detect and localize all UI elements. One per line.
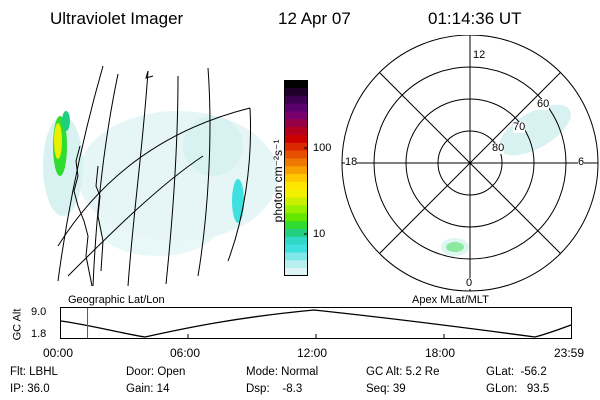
instrument-title: Ultraviolet Imager (50, 9, 184, 28)
colorbar-band (284, 174, 308, 183)
colorbar-band (284, 103, 308, 112)
orbit-altitude-plot (60, 307, 572, 339)
mlt-label-0: 0 (466, 277, 473, 289)
lat-label-60: 60 (537, 98, 550, 110)
geographic-panel-label: Geographic Lat/Lon (68, 294, 165, 306)
lat-label-70: 70 (513, 121, 526, 133)
geographic-image-panel (43, 65, 278, 286)
colorbar-band (284, 119, 308, 128)
colorbar-band (284, 228, 308, 238)
auroral-emission (43, 111, 278, 256)
colorbar-band (284, 134, 308, 144)
colorbar-band (284, 205, 308, 214)
orbit-ytick-low: 1.8 (31, 328, 47, 340)
colorbar-band (284, 252, 308, 261)
date-label: 12 Apr 07 (278, 9, 351, 28)
coastline (73, 70, 154, 286)
colorbar-band (284, 166, 308, 175)
colorbar-band (284, 181, 308, 191)
orbit-xtick-1800: 18:00 (425, 346, 456, 360)
colorbar-band (284, 236, 308, 246)
time-label: 01:14:36 UT (428, 9, 522, 28)
info-ip: IP: 36.0 (10, 383, 50, 395)
map-grid-lines (57, 65, 251, 286)
info-glat: GLat: -56.2 (486, 366, 547, 378)
mlt-label-12: 12 (473, 49, 486, 61)
colorbar-band (284, 213, 308, 222)
info-gain: Gain: 14 (126, 383, 170, 395)
orbit-xtick-1200: 12:00 (297, 346, 328, 360)
info-glon: GLon: 93.5 (486, 383, 550, 395)
info-gc-alt: GC Alt: 5.2 Re (366, 366, 440, 378)
info-flt: Flt: LBHL (10, 366, 58, 378)
lat-label-80: 80 (492, 142, 505, 154)
info-mode: Mode: Normal (246, 366, 319, 378)
colorbar-tick-label-10: 10 (313, 228, 326, 240)
colorbar-band (284, 111, 308, 120)
orbit-xtick-2359: 23:59 (554, 346, 585, 360)
colorbar-band (284, 95, 308, 105)
orbit-xtick-0000: 00:00 (43, 346, 74, 360)
colorbar-band (284, 268, 308, 276)
colorbar-band (284, 150, 308, 159)
colorbar-band (284, 142, 308, 152)
orbit-xticks (187, 334, 445, 338)
polar-emission (441, 104, 571, 256)
mlt-label-6: 6 (578, 156, 585, 168)
colorbar-band (284, 197, 308, 206)
colorbar-band (284, 189, 308, 199)
colorbar-band (284, 260, 308, 269)
apex-panel-label: Apex MLat/MLT (412, 294, 489, 306)
colorbar-band (284, 127, 308, 136)
colorbar-band (284, 87, 308, 97)
orbit-altitude-curve (60, 309, 572, 338)
orbit-ytick-high: 9.0 (31, 306, 47, 318)
colorbar (284, 80, 308, 276)
info-door: Door: Open (126, 366, 186, 378)
colorbar-band (284, 80, 308, 89)
colorbar-band (284, 244, 308, 253)
polar-diagonal-2 (379, 72, 561, 254)
info-seq: Seq: 39 (366, 383, 406, 395)
colorbar-tick-label-100: 100 (313, 142, 332, 154)
mlt-label-18: 18 (345, 156, 358, 168)
colorbar-band (284, 158, 308, 167)
info-dsp: Dsp: -8.3 (246, 383, 303, 395)
orbit-xtick-0600: 06:00 (170, 346, 201, 360)
orbit-ylabel: GC Alt (11, 308, 24, 341)
colorbar-gradient (284, 80, 308, 276)
colorbar-band (284, 221, 308, 230)
colorbar-label: photon cm⁻²s⁻¹ (271, 139, 285, 223)
polar-plot (341, 35, 599, 292)
